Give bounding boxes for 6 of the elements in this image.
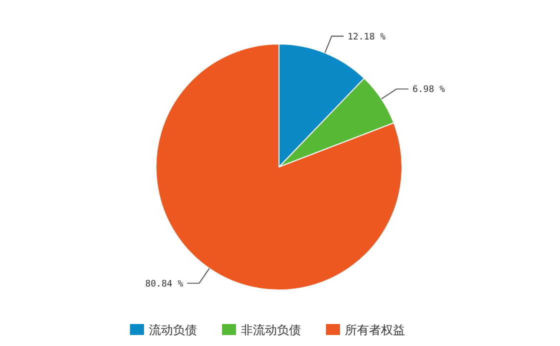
legend-label: 非流动负债 <box>241 323 301 338</box>
data-label: 6.98 % <box>412 85 446 96</box>
legend-label: 所有者权益 <box>345 323 405 338</box>
data-label: 12.18 % <box>348 32 386 42</box>
data-label: 80.84 % <box>145 279 184 290</box>
legend-label: 流动负债 <box>149 323 197 338</box>
